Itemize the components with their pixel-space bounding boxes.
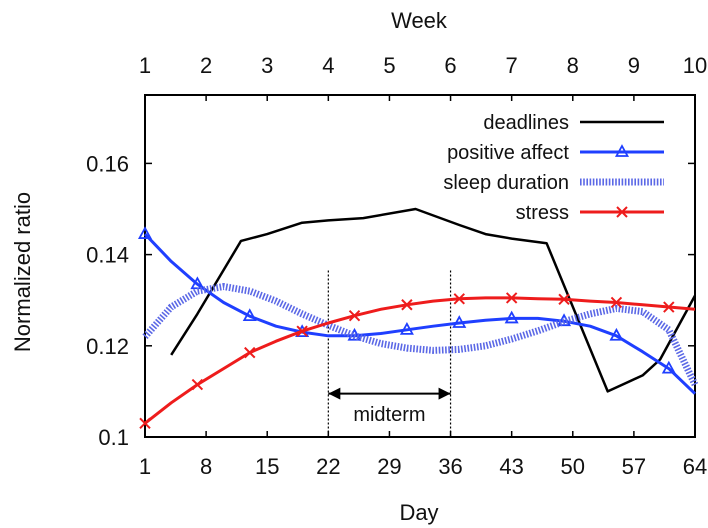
x-tick-label: 57 [622, 454, 646, 479]
point-positive-affect [452, 315, 467, 328]
point-positive-affect [661, 360, 676, 374]
y-axis-title: Normalized ratio [10, 192, 35, 352]
point-stress [401, 299, 413, 311]
legend: deadlines positive affect sleep duration st… [443, 112, 664, 224]
x-tick-label: 29 [377, 454, 401, 479]
midterm-arrowhead-left [328, 387, 341, 400]
point-stress [296, 325, 308, 337]
midterm-arrowhead-right [438, 387, 451, 400]
week-tick-label: 10 [683, 53, 707, 78]
legend-label-sleep-duration: sleep duration [443, 172, 569, 194]
series-layer [137, 207, 699, 430]
point-positive-affect [137, 226, 153, 239]
plot-border [144, 94, 696, 438]
x-axis-title: Day [399, 500, 438, 525]
legend-label-positive-affect: positive affect [447, 142, 569, 164]
week-tick-label: 3 [261, 53, 273, 78]
point-stress [505, 292, 518, 304]
point-stress [610, 296, 623, 309]
series-line-stress [144, 296, 696, 425]
y-tick-label: 0.12 [86, 334, 129, 359]
x-tick-label: 8 [200, 454, 212, 479]
x-tick-label: 43 [499, 454, 523, 479]
legend-marker-stress [616, 206, 628, 218]
x-tick-label: 22 [316, 454, 340, 479]
legend-label-deadlines: deadlines [483, 112, 569, 134]
y-tick-label: 0.14 [86, 243, 129, 268]
week-tick-label: 2 [200, 53, 212, 78]
week-tick-label: 7 [506, 53, 518, 78]
annotations: midterm [327, 270, 452, 437]
point-stress [244, 346, 256, 359]
point-positive-affect [504, 310, 519, 324]
week-tick-label: 1 [139, 53, 151, 78]
point-positive-affect [242, 308, 257, 322]
plot-area [144, 94, 696, 438]
x-tick-label: 15 [255, 454, 279, 479]
midterm-label: midterm [353, 404, 425, 426]
point-positive-affect [399, 321, 414, 335]
x-tick-label: 36 [438, 454, 462, 479]
y-axis-tick-labels: 0.1 0.12 0.14 0.16 [86, 151, 129, 450]
week-tick-label: 4 [322, 53, 334, 78]
series-line-sleep-duration [142, 282, 699, 387]
x-tick-label: 50 [561, 454, 585, 479]
x-axis-tick-labels: 1 8 15 22 29 36 43 50 57 64 [139, 454, 707, 479]
point-stress [453, 293, 465, 305]
series-line-positive-affect [143, 233, 697, 395]
legend-label-stress: stress [516, 202, 569, 224]
week-tick-label: 9 [628, 53, 640, 78]
week-tick-labels: 1 2 3 4 5 6 7 8 9 10 [139, 53, 707, 78]
point-stress [139, 417, 151, 430]
point-stress [191, 378, 204, 391]
legend-marker-positive-affect [614, 144, 630, 157]
week-tick-label: 5 [383, 53, 395, 78]
point-stress [348, 309, 361, 322]
series-line-deadlines [170, 207, 697, 393]
week-axis-title: Week [391, 8, 448, 33]
week-tick-label: 8 [567, 53, 579, 78]
y-tick-label: 0.16 [86, 151, 129, 176]
week-tick-label: 6 [444, 53, 456, 78]
x-tick-label: 1 [139, 454, 151, 479]
x-tick-label: 64 [683, 454, 707, 479]
y-tick-label: 0.1 [98, 425, 129, 450]
point-positive-affect [609, 327, 624, 341]
point-stress [663, 301, 675, 313]
point-stress [558, 293, 570, 305]
